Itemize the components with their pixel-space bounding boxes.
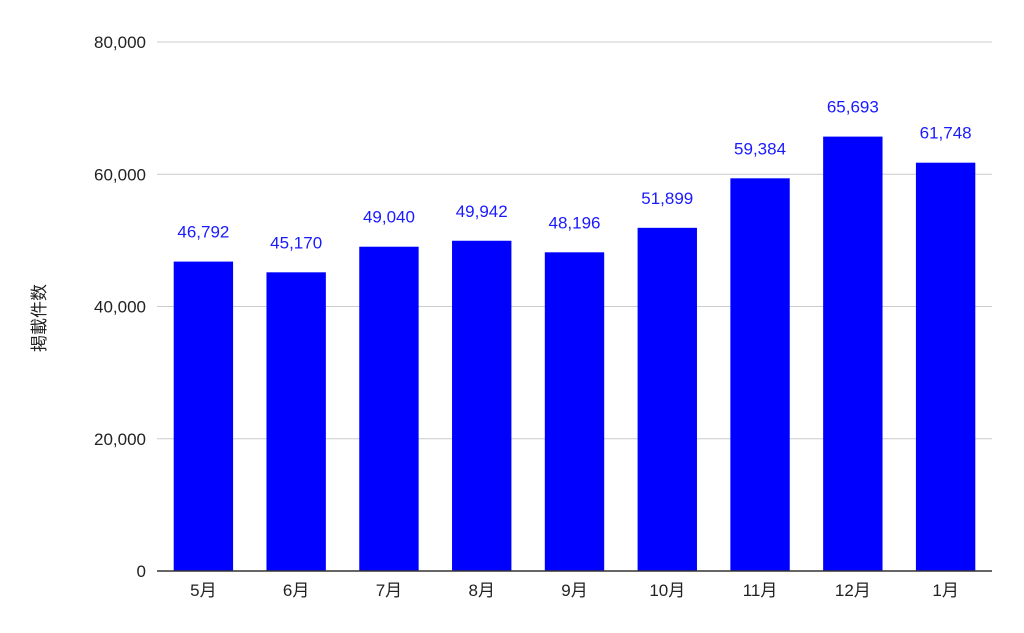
bar [730, 178, 790, 571]
y-tick-label: 40,000 [94, 298, 146, 317]
bar [823, 136, 883, 571]
x-tick-label: 9月 [561, 581, 587, 600]
axes: 0 20,000 40,000 60,000 80,000 5月 6月 7月 8月 9月 10月 11… [94, 33, 992, 600]
x-tick-label: 5月 [190, 581, 216, 600]
data-label: 65,693 [827, 98, 879, 117]
x-tick-label: 7月 [376, 581, 402, 600]
bar [637, 227, 697, 571]
x-tick-label: 10月 [649, 581, 685, 600]
bars [173, 136, 976, 571]
data-label: 61,748 [920, 124, 972, 143]
y-axis-title: 掲載件数 [30, 284, 50, 352]
data-label: 49,040 [363, 208, 415, 227]
data-label: 48,196 [549, 213, 601, 232]
x-tick-label: 6月 [283, 581, 309, 600]
data-label: 51,899 [641, 189, 693, 208]
data-label: 46,792 [177, 223, 229, 242]
bar [173, 261, 234, 571]
data-label: 59,384 [734, 139, 786, 158]
data-label: 49,942 [456, 202, 508, 221]
bar [266, 272, 326, 571]
y-tick-label: 20,000 [94, 430, 146, 449]
y-tick-label: 60,000 [94, 165, 146, 184]
x-tick-label: 11月 [743, 581, 778, 600]
x-tick-label: 8月 [468, 581, 494, 600]
x-tick-label: 1月 [932, 581, 958, 600]
bar [915, 162, 976, 571]
bar [452, 240, 512, 571]
data-labels: 46,792 45,170 49,040 49,942 48,196 51,899 59,3… [177, 98, 971, 253]
bar [544, 252, 605, 571]
y-tick-label: 0 [137, 562, 146, 581]
y-tick-label: 80,000 [94, 33, 146, 52]
bar [359, 246, 419, 571]
data-label: 45,170 [270, 233, 322, 252]
x-tick-label: 12月 [835, 581, 871, 600]
